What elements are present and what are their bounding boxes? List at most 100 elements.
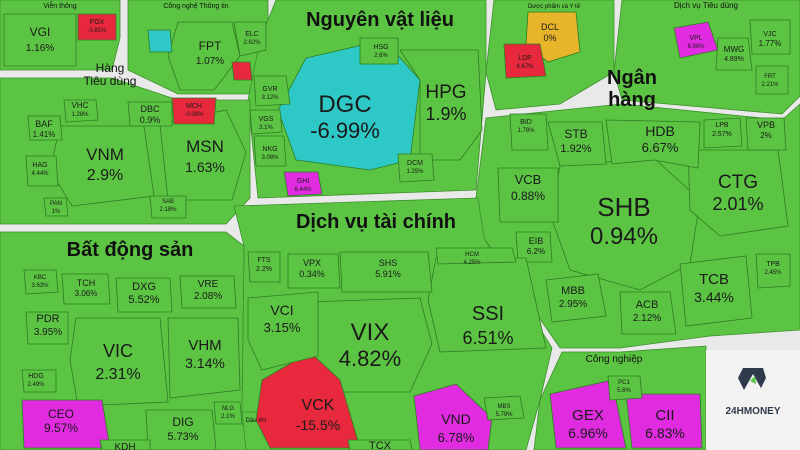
stock-ticker-nlg: NLG bbox=[222, 406, 235, 412]
stock-change-lpb: 2.57% bbox=[712, 131, 732, 138]
stock-cell-vcb[interactable] bbox=[497, 167, 559, 223]
stock-ticker-lpb: LPB bbox=[715, 122, 729, 129]
stock-cell-hdg[interactable] bbox=[21, 369, 57, 393]
stock-cell-kbc[interactable] bbox=[23, 269, 59, 295]
sector-title: Dịch vụ tài chính bbox=[296, 211, 456, 233]
stock-cell-dcm[interactable] bbox=[397, 153, 435, 183]
stock-cell-kdh[interactable] bbox=[99, 439, 151, 450]
stock-ticker-mch: MCH bbox=[186, 103, 202, 110]
stock-cell-pdr[interactable] bbox=[25, 311, 69, 345]
stock-cell-vnm[interactable] bbox=[49, 125, 155, 207]
stock-cell-dig[interactable] bbox=[145, 409, 217, 450]
stock-cell-dxg[interactable] bbox=[115, 277, 173, 313]
stock-cell-vpb[interactable] bbox=[745, 117, 787, 151]
stock-cell-pan[interactable] bbox=[43, 197, 69, 217]
stock-cell-fox[interactable] bbox=[77, 13, 117, 41]
stock-cell-tpb[interactable] bbox=[755, 253, 791, 289]
stock-cell-fpt[interactable] bbox=[167, 21, 241, 91]
stock-ticker-mwg: MWG bbox=[724, 45, 744, 54]
stock-change-vck: -15.5% bbox=[296, 417, 340, 433]
sector-title: Bất động sản bbox=[67, 239, 194, 261]
stock-ticker-sab: SAB bbox=[162, 199, 174, 205]
stock-cell-bid[interactable] bbox=[509, 113, 549, 151]
stock-cell-mbb[interactable] bbox=[545, 273, 607, 323]
stock-cell-baf[interactable] bbox=[27, 115, 63, 141]
stock-cell-vhc[interactable] bbox=[63, 99, 99, 123]
stock-change-hdg: 2.49% bbox=[27, 382, 45, 388]
stock-change-pan: 1% bbox=[52, 209, 61, 215]
stock-cell-vnd[interactable] bbox=[413, 383, 493, 450]
stock-change-hsg: 2.6% bbox=[374, 53, 388, 59]
stock-change-mch: -0.09% bbox=[184, 112, 204, 118]
stock-change-dig: 5.73% bbox=[167, 431, 198, 443]
stock-cell-mch[interactable] bbox=[171, 97, 217, 125]
stock-cell-sab[interactable] bbox=[149, 195, 187, 219]
stock-cell-lpb[interactable] bbox=[703, 117, 743, 149]
stock-change-vpx: 0.34% bbox=[299, 269, 325, 279]
stock-cell-mbs[interactable] bbox=[483, 395, 525, 421]
stock-cell-nlg[interactable] bbox=[213, 401, 243, 425]
stock-cell-hag[interactable] bbox=[25, 155, 59, 187]
stock-change-ldp: 6.67% bbox=[516, 64, 534, 70]
stock-cell-elc[interactable] bbox=[233, 21, 267, 57]
stock-ticker-eib: EIB bbox=[529, 236, 544, 246]
stock-cell-vjc[interactable] bbox=[749, 19, 791, 55]
stock-cell-cmg[interactable] bbox=[147, 29, 173, 53]
stock-cell-acb[interactable] bbox=[619, 291, 677, 335]
stock-change-vcb: 0.88% bbox=[511, 189, 545, 203]
stock-cell-nkg[interactable] bbox=[253, 135, 287, 167]
stock-cell-gvr[interactable] bbox=[253, 75, 291, 107]
stock-cell-gex[interactable] bbox=[549, 379, 627, 449]
stock-cell-cii[interactable] bbox=[625, 393, 703, 449]
stock-ticker-vpl: VPL bbox=[689, 35, 702, 42]
stock-cell-vgs[interactable] bbox=[249, 109, 283, 135]
stock-change-nkg: 3.08% bbox=[261, 155, 279, 161]
stock-cell-shb[interactable] bbox=[549, 157, 701, 291]
stock-cell-itd[interactable] bbox=[231, 61, 253, 81]
stock-ticker-shs: SHS bbox=[379, 258, 398, 268]
stock-cell-shs[interactable] bbox=[339, 251, 433, 293]
stock-change-ssi: 6.51% bbox=[462, 328, 513, 348]
stock-ticker-gvr: GVR bbox=[262, 86, 277, 93]
stock-cell-mwg[interactable] bbox=[715, 37, 753, 71]
stock-ticker-pc1: PC1 bbox=[618, 380, 630, 386]
stock-cell-frt[interactable] bbox=[755, 65, 789, 95]
stock-cell-eib[interactable] bbox=[515, 231, 553, 263]
stock-change-vjc: 1.77% bbox=[759, 39, 782, 48]
stock-ticker-msn: MSN bbox=[186, 137, 224, 156]
stock-change-bid: 1.78% bbox=[517, 128, 535, 134]
stock-cell-tcb[interactable] bbox=[679, 255, 753, 327]
logo-text: 24HMONEY bbox=[725, 406, 780, 417]
stock-cell-ldp[interactable] bbox=[503, 43, 547, 79]
stock-cell-hdb[interactable] bbox=[605, 119, 701, 169]
stock-ticker-vci: VCI bbox=[270, 302, 293, 318]
stock-cell-vre[interactable] bbox=[179, 275, 237, 309]
stock-cell-hsg[interactable] bbox=[359, 37, 399, 65]
stock-cell-fts[interactable] bbox=[247, 251, 281, 283]
stock-change-hcm: 4.25% bbox=[463, 260, 481, 266]
stock-cell-hcm[interactable] bbox=[435, 247, 517, 265]
stock-cell-tcx[interactable] bbox=[347, 439, 413, 450]
stock-ticker-stb: STB bbox=[564, 127, 587, 141]
stock-ticker-vhc: VHC bbox=[72, 101, 89, 110]
stock-ticker-cii: CII bbox=[655, 407, 674, 424]
stock-change-mwg: 4.89% bbox=[724, 56, 744, 63]
stock-cell-ghi[interactable] bbox=[283, 171, 323, 197]
stock-change-vic: 2.31% bbox=[95, 366, 140, 383]
stock-ticker-mbs: MBS bbox=[497, 404, 510, 410]
stock-cell-stb[interactable] bbox=[547, 121, 607, 167]
stock-cell-vgi[interactable] bbox=[3, 13, 77, 67]
stock-cell-hpg[interactable] bbox=[399, 49, 483, 161]
stock-cell-tch[interactable] bbox=[61, 273, 111, 305]
sector-title: Công nghệ Thông tin bbox=[163, 3, 228, 10]
stock-cell-vic[interactable] bbox=[69, 317, 169, 407]
stock-cell-vhm[interactable] bbox=[167, 317, 241, 399]
stock-cell-pc1[interactable] bbox=[607, 375, 643, 401]
brand-logo: 24HMONEY bbox=[706, 350, 800, 450]
stock-cell-dbc[interactable] bbox=[127, 101, 173, 127]
stock-change-pdr: 3.95% bbox=[34, 327, 62, 338]
stock-cell-vpx[interactable] bbox=[287, 253, 341, 289]
stock-cell-vci[interactable] bbox=[247, 291, 319, 371]
stock-ticker-vix: VIX bbox=[351, 319, 390, 346]
